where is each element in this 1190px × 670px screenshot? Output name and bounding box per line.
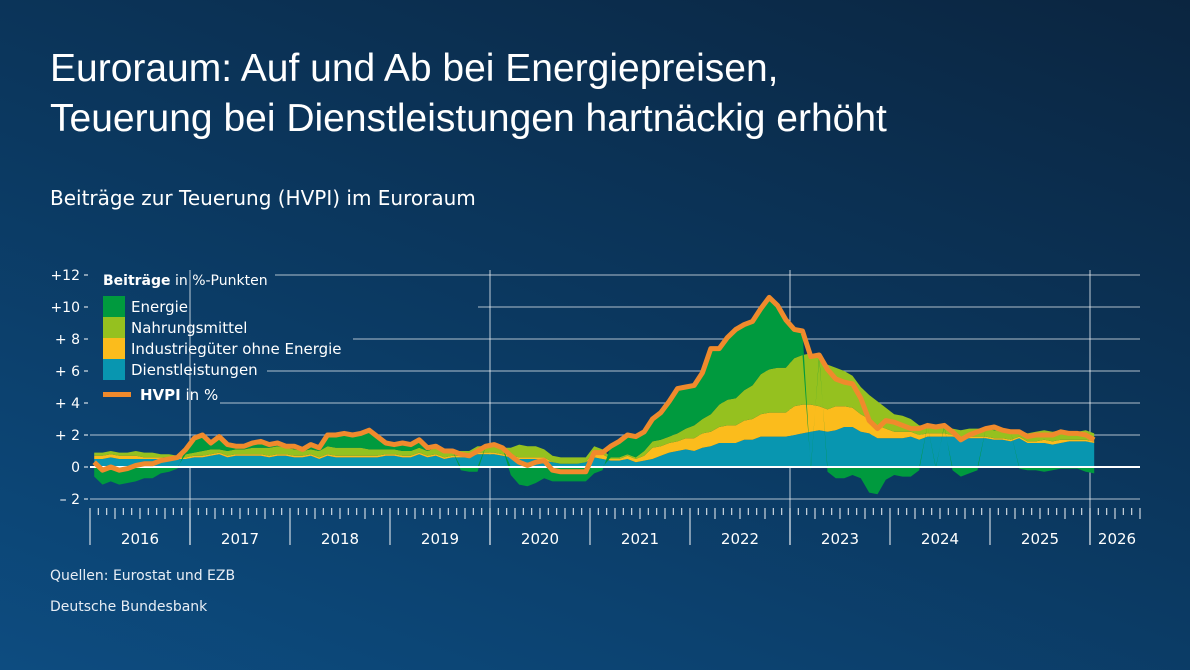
title-line-1: Euroraum: Auf und Ab bei Energiepreisen, xyxy=(50,47,779,90)
legend-label: Nahrungsmittel xyxy=(131,319,247,337)
x-tick-label: 2021 xyxy=(621,530,659,548)
y-tick-label: +10 xyxy=(50,300,80,316)
x-tick-label: 2016 xyxy=(121,530,159,548)
x-tick-label: 2025 xyxy=(1021,530,1059,548)
x-tick-label: 2022 xyxy=(721,530,759,548)
x-tick-label: 2017 xyxy=(221,530,259,548)
hvpi-line xyxy=(92,294,1096,475)
publisher-note: Deutsche Bundesbank xyxy=(50,599,208,615)
legend-swatch xyxy=(103,359,125,380)
legend-label-hvpi: HVPI in % xyxy=(140,386,218,404)
area-industriegüter-ohne-energie xyxy=(94,404,1095,464)
x-tick-label: 2019 xyxy=(421,530,459,548)
hvpi-line-path xyxy=(92,294,1096,475)
gridlines xyxy=(90,270,1140,545)
legend-swatch xyxy=(103,338,125,359)
x-tick-label: 2020 xyxy=(521,530,559,548)
y-tick-label: 0 xyxy=(71,460,80,476)
legend-swatch xyxy=(103,296,125,317)
axes: +12 +10 + 8 + 6 + 4 + 2 0 – 2 2016 2017 2018 2019 20… xyxy=(50,268,1141,548)
x-tick-label: 2023 xyxy=(821,530,859,548)
legend: Beiträge in %-Punkten Energie Nahrungsmit… xyxy=(103,273,342,404)
y-tick-label: + 2 xyxy=(55,428,80,444)
area-energie xyxy=(94,297,1095,495)
legend-label: Energie xyxy=(131,298,188,316)
x-tick-label: 2026 xyxy=(1098,530,1136,548)
legend-title: Beiträge in %-Punkten xyxy=(103,273,268,289)
title-line-2: Teuerung bei Dienstleistungen hartnäckig… xyxy=(50,97,887,140)
legend-label: Industriegüter ohne Energie xyxy=(131,340,342,358)
legend-line-swatch xyxy=(103,392,131,397)
legend-label: Dienstleistungen xyxy=(131,361,258,379)
chart-subtitle: Beiträge zur Teuerung (HVPI) im Euroraum xyxy=(50,186,476,210)
y-tick-label: + 6 xyxy=(55,364,80,380)
x-tick-label: 2024 xyxy=(921,530,959,548)
x-tick-label: 2018 xyxy=(321,530,359,548)
area-dienstleistungen xyxy=(94,427,1095,467)
chart-title: Euroraum: Auf und Ab bei Energiepreisen,… xyxy=(50,44,887,144)
legend-swatch xyxy=(103,317,125,338)
y-tick-label: +12 xyxy=(50,268,80,284)
y-tick-label: – 2 xyxy=(60,492,80,508)
y-tick-label: + 4 xyxy=(55,396,80,412)
source-note: Quellen: Eurostat und EZB xyxy=(50,568,236,584)
y-tick-label: + 8 xyxy=(55,332,80,348)
